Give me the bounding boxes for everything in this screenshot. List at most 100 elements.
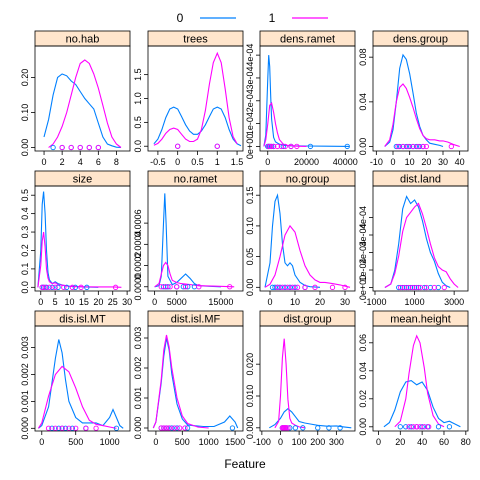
x-tick-label: 0 [390, 157, 395, 167]
y-tick-label: 0.06 [358, 334, 368, 352]
x-tick-label: 30 [438, 157, 448, 167]
rug-point-0 [292, 284, 298, 290]
x-axis-label: Feature [224, 457, 266, 471]
rug-point-1 [288, 143, 294, 150]
y-tick-label: 0.0002 [133, 252, 143, 280]
rug-point-0 [84, 284, 90, 290]
rug-point-1 [441, 284, 447, 291]
rug-point-1 [73, 425, 79, 431]
rug-point-0 [282, 284, 288, 290]
x-tick-label: 5 [53, 297, 58, 307]
rug-point-1 [68, 144, 74, 151]
rug-point-0 [174, 425, 180, 431]
x-tick-label: 100 [292, 437, 307, 447]
panel-frame [372, 45, 469, 152]
rug-point-1 [294, 284, 301, 290]
y-tick-label: 0.1 [20, 263, 30, 276]
x-tick-label: 2 [60, 157, 65, 167]
x-tick-label: 200 [310, 437, 325, 447]
rug-point-1 [45, 425, 52, 431]
rug-point-0 [64, 284, 70, 290]
y-tick-label: 2e-04 [245, 89, 255, 112]
y-tick-label: 0.010 [245, 385, 255, 408]
y-tick-label: 0.002 [133, 357, 143, 380]
density-curve-1 [264, 224, 351, 288]
y-tick-label: 0.0006 [133, 209, 143, 237]
rug-point-1 [274, 284, 281, 290]
density-curve-0 [384, 53, 444, 148]
rug-point-1 [405, 143, 411, 150]
x-tick-label: 10 [65, 297, 75, 307]
rug-point-1 [414, 424, 420, 430]
rug-point-1 [274, 143, 281, 150]
density-curve-1 [152, 334, 209, 429]
y-tick-label: 0.002 [20, 363, 30, 386]
y-tick-label: 1e-04 [358, 258, 368, 281]
y-tick-label: 0.15 [245, 186, 255, 204]
rug-point-0 [272, 284, 278, 290]
rug-point-1 [431, 284, 438, 291]
density-panel: no.hab 0 2 4 6 8 0.00 0.10 0.20 [20, 30, 131, 167]
panel-title: mean.height [390, 314, 451, 326]
rug-point-0 [407, 143, 413, 150]
rug-point-0 [403, 424, 409, 430]
y-tick-label: 0.5 [20, 189, 30, 202]
y-tick-label: 2e-04 [358, 241, 368, 264]
x-tick-label: 1000 [199, 437, 219, 447]
rug-point-1 [69, 284, 76, 290]
density-panel: dens.group -10 0 10 20 30 40 0.00 0.04 0.08 [358, 30, 469, 167]
rug-point-1 [95, 144, 101, 151]
rug-point-0 [300, 425, 306, 431]
panel-frame [34, 45, 131, 152]
rug-point-0 [315, 425, 321, 431]
density-panel: trees -0.5 0 0.5 1 1.5 0.0 0.5 1.0 1.5 [133, 30, 244, 167]
y-tick-label: 0.001 [20, 390, 30, 413]
y-tick-label: 0.10 [20, 104, 30, 122]
density-curve-0 [38, 339, 124, 429]
panel-title: no.hab [66, 34, 100, 46]
legend-label: 1 [269, 11, 276, 25]
rug-point-1 [279, 284, 286, 290]
density-panel: dist.land -1000 1000 3000 0e+001e-042e-043e-… [358, 170, 469, 307]
panel-frame [259, 325, 356, 432]
x-tick-label: 0 [278, 437, 283, 447]
rug-point-0 [62, 425, 69, 431]
y-tick-label: 0.2 [20, 244, 30, 257]
rug-point-1 [182, 284, 189, 290]
density-curve-1 [263, 101, 307, 147]
density-panel: no.group 0 10 20 30 0.00 0.05 0.10 0.15 [245, 170, 356, 307]
density-curve-0 [384, 195, 451, 289]
y-tick-label: 0e+00 [358, 275, 368, 300]
y-tick-label: 0.000 [245, 417, 255, 440]
x-tick-label: 0 [376, 437, 381, 447]
rug-point-0 [280, 143, 286, 150]
rug-point-1 [294, 143, 300, 150]
y-tick-label: 0.10 [245, 217, 255, 235]
rug-point-1 [59, 425, 65, 431]
x-tick-label: 20 [93, 297, 103, 307]
panel-title: dens.group [393, 34, 448, 46]
density-panel: no.ramet 0 5000 15000 0.00000.00020.00040.00… [133, 170, 244, 307]
y-tick-label: 0.04 [358, 93, 368, 111]
x-tick-label: 10 [290, 297, 300, 307]
panel-title: dens.ramet [280, 34, 335, 46]
density-panel: dist.isl.MF 0 500 1000 1500 0.000 0.001 0.002 0.… [133, 310, 245, 447]
rug-point-1 [410, 424, 417, 430]
x-tick-label: 10 [405, 157, 415, 167]
rug-point-0 [435, 424, 442, 430]
y-tick-label: 0.00 [20, 139, 30, 157]
rug-point-0 [56, 425, 62, 431]
x-tick-label: 3000 [444, 297, 464, 307]
y-tick-label: 0.4 [20, 207, 30, 220]
rug-point-0 [69, 425, 75, 431]
rug-point-1 [420, 143, 426, 150]
rug-point-1 [86, 144, 92, 151]
y-tick-label: 0.05 [245, 248, 255, 266]
density-curve-0 [383, 380, 461, 428]
x-tick-label: 40 [455, 157, 465, 167]
x-tick-label: 20 [421, 157, 431, 167]
density-curve-1 [37, 365, 117, 429]
rug-point-0 [277, 284, 283, 290]
